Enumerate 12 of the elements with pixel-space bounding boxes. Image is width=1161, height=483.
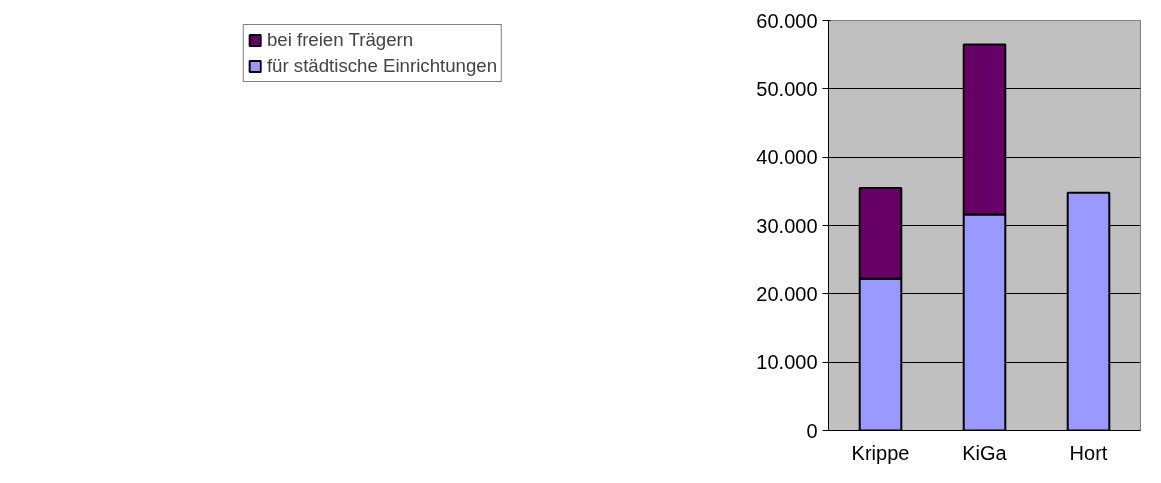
y-tick-label: 50.000 xyxy=(756,77,818,100)
y-tick-label: 30.000 xyxy=(756,214,818,237)
x-tick-label: Hort xyxy=(1069,441,1108,464)
y-tick-label: 10.000 xyxy=(756,351,818,374)
x-tick-label: Krippe xyxy=(851,441,910,464)
legend-label: bei freien Trägern xyxy=(266,29,414,51)
y-tick-label: 20.000 xyxy=(756,282,818,305)
legend-label: für städtische Einrichtungen xyxy=(266,55,498,77)
y-tick-label: 40.000 xyxy=(756,146,818,169)
y-tick-label: 60.000 xyxy=(756,9,818,32)
y-tick-label: 0 xyxy=(806,419,818,442)
x-tick-label: KiGa xyxy=(962,441,1008,464)
